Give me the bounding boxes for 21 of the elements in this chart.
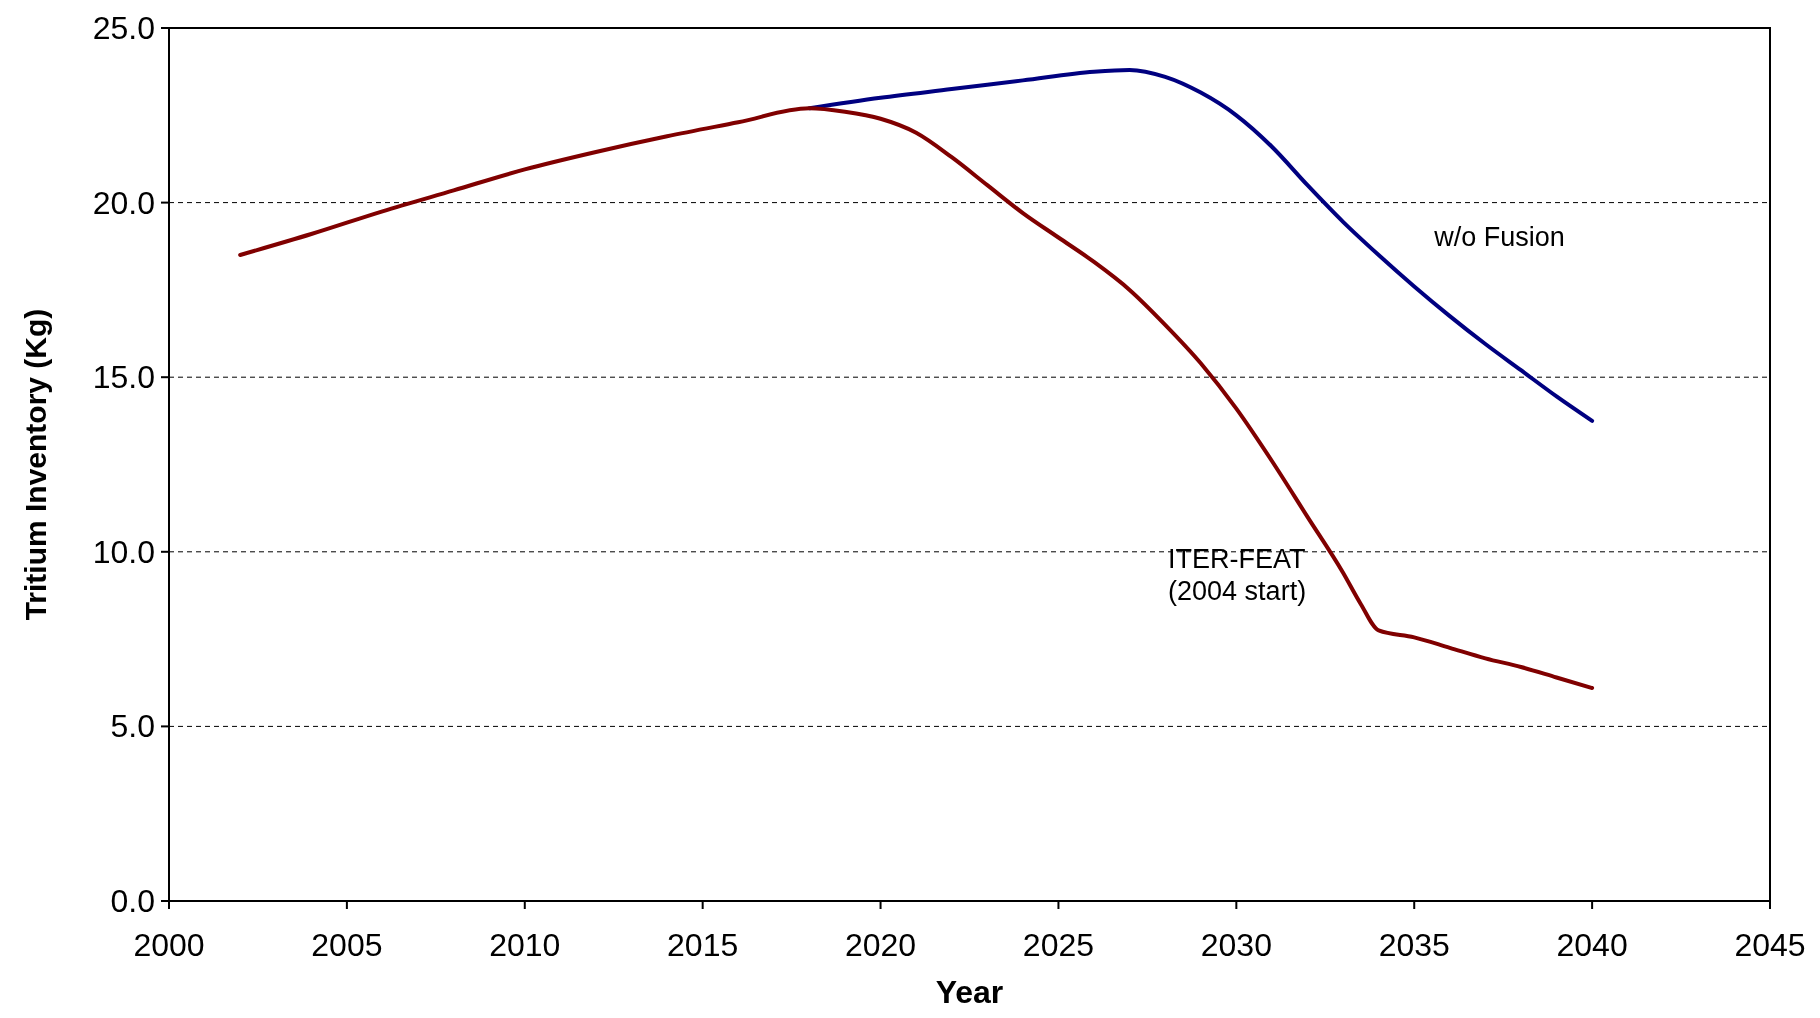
line-series (238, 106, 1595, 690)
x-tick-label: 2040 (1556, 927, 1628, 963)
y-tick-label: 25.0 (92, 10, 155, 46)
x-tick-label: 2035 (1378, 927, 1450, 963)
x-tick-label: 2010 (489, 927, 561, 963)
x-tick-label: 2045 (1734, 927, 1806, 963)
x-tick-label: 2005 (311, 927, 383, 963)
x-tick-label: 2020 (844, 927, 917, 963)
y-tick-label: 0.0 (110, 883, 155, 919)
y-tick-label: 20.0 (92, 184, 155, 221)
y-tick-label: 15.0 (92, 359, 155, 396)
series-label: w/o Fusion (1433, 222, 1565, 253)
y-tick-label: 10.0 (92, 533, 155, 570)
y-tick-label: 5.0 (110, 708, 155, 745)
x-tick-label: 2030 (1200, 927, 1272, 963)
x-tick-label: 2025 (1022, 927, 1095, 963)
y-axis-title: Tritium Inventory (Kg) (19, 308, 52, 621)
x-tick-label: 2015 (667, 927, 739, 963)
x-axis-title: Year (935, 974, 1004, 1010)
x-tick-label: 2000 (133, 927, 205, 963)
series-label: ITER-FEAT (2004 start) (1168, 543, 1307, 606)
